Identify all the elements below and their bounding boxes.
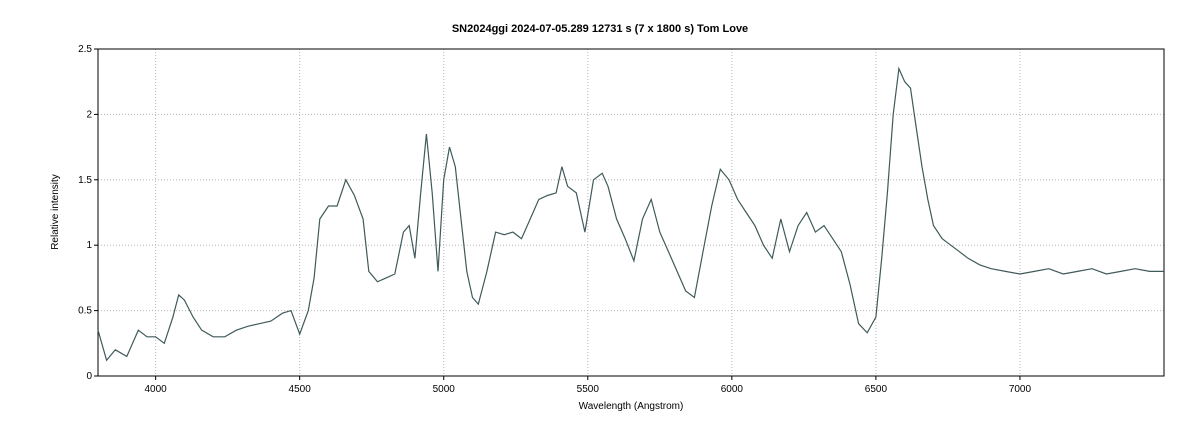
x-tick-label: 4500 <box>289 384 312 395</box>
y-tick-label: 2.5 <box>78 44 92 55</box>
y-axis-label: Relative intensity <box>50 174 61 250</box>
x-tick-label: 7000 <box>1009 384 1032 395</box>
y-tick-label: 1 <box>86 240 92 251</box>
x-tick-label: 5000 <box>433 384 456 395</box>
axis-ticks: 4000 4500 5000 5500 6000 6500 7000 0 0.5 1 1.5 2 2.5 <box>78 44 1031 395</box>
grid <box>98 48 1164 377</box>
y-tick-label: 0.5 <box>78 306 92 317</box>
x-tick-label: 6000 <box>721 384 744 395</box>
y-tick-label: 2 <box>86 109 92 120</box>
x-tick-label: 6500 <box>865 384 888 395</box>
x-axis-label: Wavelength (Angstrom) <box>579 401 684 412</box>
x-tick-label: 4000 <box>144 384 167 395</box>
chart-title: SN2024ggi 2024-07-05.289 12731 s (7 x 18… <box>452 23 748 35</box>
x-tick-label: 5500 <box>577 384 600 395</box>
y-tick-label: 1.5 <box>78 175 92 186</box>
y-tick-label: 0 <box>86 371 92 382</box>
spectrum-series-line <box>97 66 1164 362</box>
plot-frame <box>97 48 1165 377</box>
